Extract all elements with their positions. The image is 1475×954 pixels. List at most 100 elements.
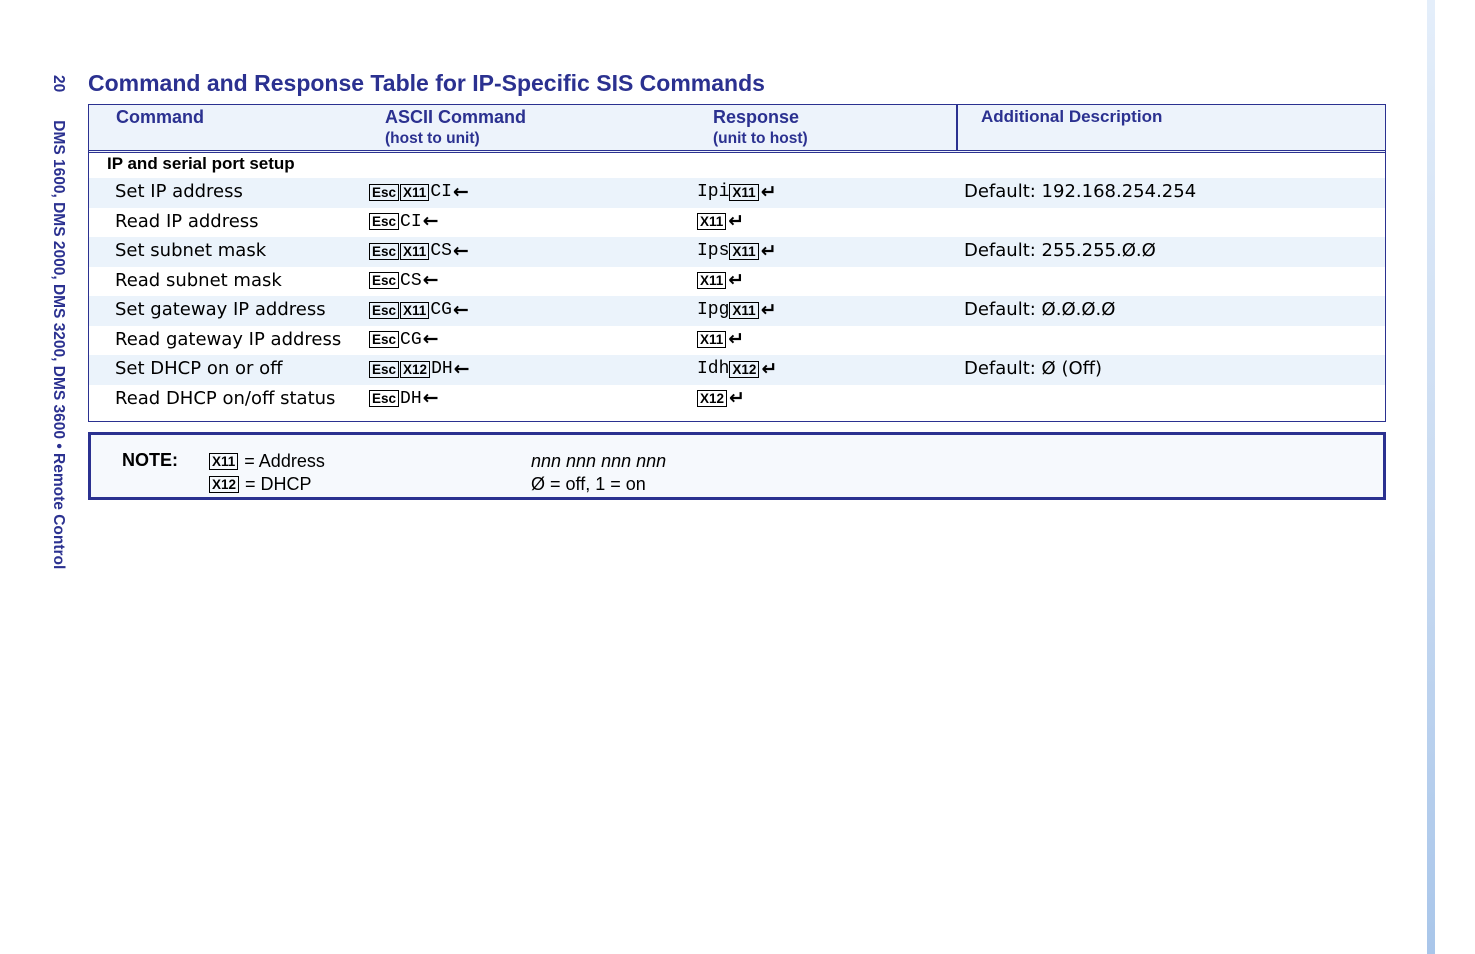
command-cell: Read IP address	[115, 210, 259, 232]
key-box: Esc	[369, 213, 400, 230]
response-cell: X11 ↵	[697, 328, 744, 352]
table-row: Set IP address Esc X11 CI ← Ipi X11 ↵ Default: 1…	[89, 178, 1385, 208]
key-box: X12	[400, 360, 431, 378]
variable-meaning: = DHCP	[245, 474, 312, 494]
variable-key: X12	[209, 476, 240, 493]
header-response: Response	[713, 107, 800, 127]
ascii-text: DH	[431, 359, 453, 379]
command-cell: Set gateway IP address	[115, 299, 326, 320]
note-line: X11 = Address	[209, 451, 325, 472]
left-arrow-icon: ←	[452, 298, 469, 321]
key-box: Esc	[369, 242, 400, 260]
enter-icon: ↵	[729, 387, 745, 409]
note-box: NOTE: X11 = Address nnn nnn nnn nnn X12 …	[88, 432, 1386, 500]
table-row: Set subnet mask Esc X11 CS ← Ips X11 ↵ Default: …	[89, 237, 1385, 267]
table-row: Set DHCP on or off Esc X12 DH ← Idh X12 ↵ Defaul…	[89, 355, 1385, 385]
table-row: Read DHCP on/off status Esc DH ← X12 ↵	[89, 385, 1385, 415]
header-command: Command	[116, 107, 205, 127]
key-box: Esc	[369, 272, 400, 289]
key-box: Esc	[369, 183, 400, 201]
header-ascii: ASCII Command	[385, 107, 527, 127]
ascii-text: CS	[400, 270, 422, 291]
ascii-command-cell: Esc DH ←	[369, 387, 439, 411]
enter-icon: ↵	[728, 269, 745, 291]
ascii-text: CS	[430, 241, 452, 261]
variable-meaning: = Address	[244, 451, 325, 471]
response-text: Ipi	[697, 182, 730, 202]
key-box: X11	[697, 213, 727, 230]
left-arrow-icon: ←	[452, 239, 469, 262]
key-box: X11	[400, 242, 430, 260]
ascii-command-cell: Esc X11 CG ←	[369, 298, 469, 322]
ascii-text: CI	[430, 182, 452, 202]
response-text: Ips	[697, 241, 730, 261]
response-cell: X11 ↵	[697, 269, 744, 293]
variable-value: Ø = off, 1 = on	[531, 474, 646, 494]
description-cell: Default: 255.255.Ø.Ø	[964, 240, 1156, 261]
command-cell: Read gateway IP address	[115, 328, 342, 350]
left-arrow-icon: ←	[422, 328, 439, 350]
section-heading: IP and serial port setup	[107, 154, 295, 173]
key-box: Esc	[369, 331, 400, 348]
key-box: X11	[729, 242, 759, 260]
ascii-text: CI	[400, 211, 422, 232]
header-description: Additional Description	[981, 107, 1163, 126]
description-cell: Default: 192.168.254.254	[964, 181, 1197, 202]
enter-icon: ↵	[760, 239, 777, 262]
variable-key: X11	[209, 453, 239, 470]
ascii-text: DH	[400, 388, 422, 409]
running-header: 20 DMS 1600, DMS 2000, DMS 3200, DMS 3600…	[49, 75, 67, 569]
key-box: X11	[697, 331, 727, 348]
ascii-text: CG	[400, 329, 422, 350]
left-arrow-icon: ←	[422, 387, 439, 409]
variable-value: nnn nnn nnn nnn	[531, 451, 667, 471]
response-cell: X12 ↵	[697, 387, 745, 411]
header-response-sub: (unit to host)	[713, 130, 808, 147]
ascii-command-cell: Esc CG ←	[369, 328, 439, 352]
command-cell: Read subnet mask	[115, 269, 282, 291]
key-box: X11	[729, 301, 759, 319]
ascii-command-cell: Esc CS ←	[369, 269, 439, 293]
enter-icon: ↵	[760, 180, 777, 203]
running-title: DMS 1600, DMS 2000, DMS 3200, DMS 3600 •…	[50, 120, 67, 570]
response-text: Idh	[697, 359, 730, 379]
left-arrow-icon: ←	[422, 269, 439, 291]
enter-icon: ↵	[728, 210, 745, 232]
response-cell: Ipg X11 ↵	[697, 298, 777, 322]
key-box: X11	[400, 301, 430, 319]
key-box: X12	[729, 360, 760, 378]
ascii-command-cell: Esc CI ←	[369, 210, 439, 234]
response-cell: Idh X12 ↵	[697, 357, 777, 381]
left-arrow-icon: ←	[452, 180, 469, 203]
command-cell: Set IP address	[115, 181, 243, 202]
enter-icon: ↵	[728, 328, 745, 350]
header-ascii-sub: (host to unit)	[385, 130, 480, 147]
command-cell: Set subnet mask	[115, 240, 267, 261]
key-box: Esc	[369, 390, 400, 407]
enter-icon: ↵	[760, 298, 777, 321]
command-table: Command ASCII Command (host to unit) Res…	[88, 104, 1386, 422]
left-arrow-icon: ←	[453, 357, 470, 380]
ascii-command-cell: Esc X11 CS ←	[369, 239, 469, 263]
side-margin: 20 DMS 1600, DMS 2000, DMS 3200, DMS 3600…	[50, 75, 80, 635]
key-box: X11	[729, 183, 759, 201]
page-edge-bar	[1427, 0, 1435, 954]
description-cell: Default: Ø.Ø.Ø.Ø	[964, 299, 1116, 320]
table-row: Read IP address Esc CI ← X11 ↵	[89, 208, 1385, 238]
page-number: 20	[50, 75, 67, 93]
key-box: X11	[400, 183, 430, 201]
response-text: Ipg	[697, 300, 730, 320]
table-row: Set gateway IP address Esc X11 CG ← Ipg X11 ↵ De…	[89, 296, 1385, 326]
note-line: X12 = DHCP	[209, 474, 312, 495]
table-header: Command ASCII Command (host to unit) Res…	[89, 105, 1385, 153]
ascii-command-cell: Esc X11 CI ←	[369, 180, 469, 204]
note-label: NOTE:	[122, 450, 178, 470]
response-cell: Ipi X11 ↵	[697, 180, 777, 204]
enter-icon: ↵	[761, 357, 778, 380]
response-cell: X11 ↵	[697, 210, 744, 234]
command-cell: Set DHCP on or off	[115, 358, 283, 379]
key-box: X11	[697, 272, 727, 289]
ascii-text: CG	[430, 300, 452, 320]
description-cell: Default: Ø (Off)	[964, 358, 1103, 379]
table-row: Read subnet mask Esc CS ← X11 ↵	[89, 267, 1385, 297]
